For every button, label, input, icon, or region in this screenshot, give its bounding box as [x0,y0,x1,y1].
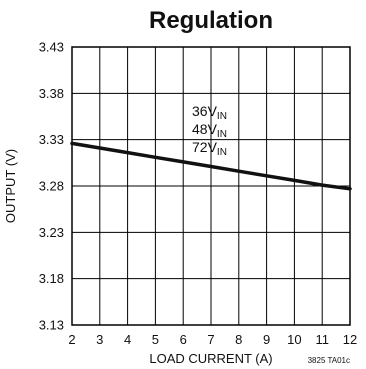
chart-title: Regulation [149,7,273,34]
annotation-label: 36VIN [192,103,227,122]
y-tick-label: 3.43 [39,40,64,55]
plot-frame [71,46,351,326]
x-tick-label: 10 [287,332,301,347]
y-tick-labels: 3.13 3.18 3.23 3.28 3.33 3.38 3.43 [39,40,64,333]
y-tick-label: 3.38 [39,86,64,101]
x-tick-label: 7 [207,332,214,347]
x-tick-label: 8 [235,332,242,347]
x-tick-label: 3 [96,332,103,347]
x-tick-label: 6 [180,332,187,347]
gridlines [71,46,351,326]
x-tick-label: 12 [343,332,357,347]
x-tick-label: 4 [124,332,131,347]
y-tick-label: 3.18 [39,271,64,286]
x-axis-label: LOAD CURRENT (A) [149,351,272,366]
x-tick-labels: 2 3 4 5 6 7 8 9 10 11 12 [68,332,357,347]
figure-code: 3825 TA01c [308,356,350,365]
y-tick-label: 3.13 [39,318,64,333]
x-tick-label: 9 [263,332,270,347]
y-tick-label: 3.28 [39,179,64,194]
annotation-label: 48VIN [192,121,227,140]
annotation-label: 72VIN [192,139,227,158]
y-tick-label: 3.33 [39,132,64,147]
y-axis-label: OUTPUT (V) [3,149,18,223]
x-tick-label: 5 [152,332,159,347]
y-tick-label: 3.23 [39,225,64,240]
series-line [70,141,352,191]
series-group [70,141,352,191]
x-tick-label: 11 [315,332,329,347]
x-tick-label: 2 [68,332,75,347]
